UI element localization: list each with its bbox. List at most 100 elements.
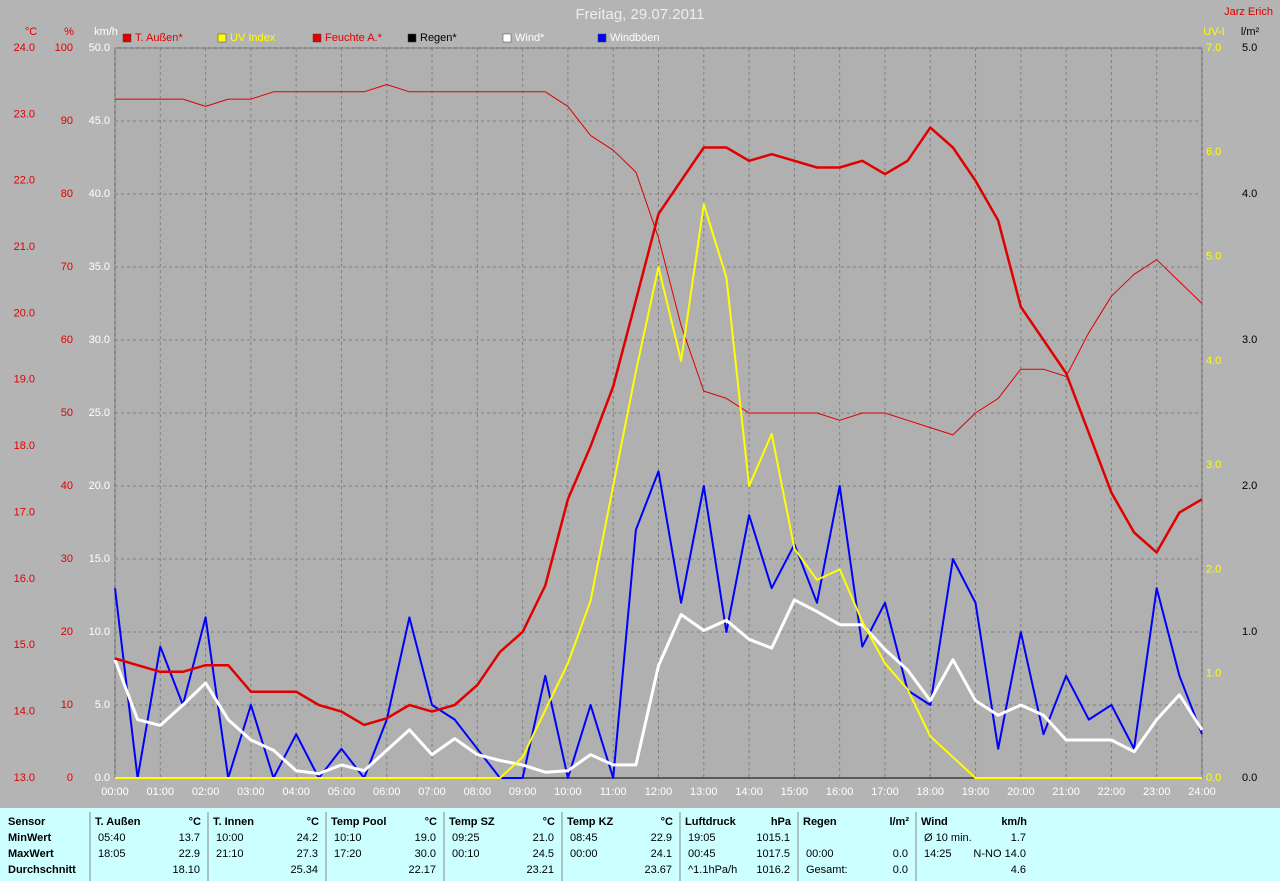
row-label: Sensor (8, 816, 46, 828)
y-tick-label: 18.0 (14, 440, 35, 452)
y-tick-label: 24.0 (14, 42, 35, 54)
row-label: Durchschnitt (8, 864, 76, 876)
cell-value: 1.7 (1011, 832, 1026, 844)
column-header: Temp SZ (449, 816, 495, 828)
y-tick-label: 5.0 (95, 699, 110, 711)
column-header: Temp Pool (331, 816, 386, 828)
column-header: Luftdruck (685, 816, 737, 828)
cell-value: 24.1 (651, 848, 672, 860)
y-tick-label: 15.0 (14, 639, 35, 651)
y-tick-label: 20.0 (14, 307, 35, 319)
x-tick-label: 04:00 (282, 786, 310, 798)
x-tick-label: 22:00 (1098, 786, 1126, 798)
cell-value: 1017.5 (756, 848, 790, 860)
column-unit: hPa (771, 816, 792, 828)
x-tick-label: 20:00 (1007, 786, 1035, 798)
cell-value: 27.3 (297, 848, 318, 860)
cell-time: 18:05 (98, 848, 126, 860)
legend-label: Regen* (420, 32, 457, 44)
y-tick-label: 30.0 (89, 334, 110, 346)
cell-time: 14:25 (924, 848, 952, 860)
cell-time: 10:10 (334, 832, 362, 844)
legend-label: T. Außen* (135, 32, 183, 44)
y-tick-label: 25.0 (89, 407, 110, 419)
x-tick-label: 08:00 (464, 786, 492, 798)
legend-label: Windböen (610, 32, 660, 44)
series-line (114, 470, 1203, 779)
y-tick-label: 80 (61, 188, 73, 200)
cell-value: 25.34 (290, 864, 318, 876)
y-tick-label: 0.0 (1206, 772, 1221, 784)
x-tick-label: 07:00 (418, 786, 446, 798)
y-tick-label: 3.0 (1206, 459, 1221, 471)
column-unit: °C (425, 816, 437, 828)
cell-time: 09:25 (452, 832, 480, 844)
y-tick-label: 0 (67, 772, 73, 784)
legend-label: Feuchte A.* (325, 32, 383, 44)
cell-value: 24.5 (533, 848, 554, 860)
y-tick-label: 13.0 (14, 772, 35, 784)
axis-unit: UV-I (1203, 26, 1224, 38)
cell-time: 05:40 (98, 832, 126, 844)
cell-time: 08:45 (570, 832, 598, 844)
y-tick-label: 35.0 (89, 261, 110, 273)
legend-label: Wind* (515, 32, 545, 44)
x-tick-label: 05:00 (328, 786, 356, 798)
x-tick-label: 00:00 (101, 786, 129, 798)
y-tick-label: 16.0 (14, 573, 35, 585)
column-unit: °C (661, 816, 673, 828)
cell-value: 22.9 (179, 848, 200, 860)
x-tick-label: 17:00 (871, 786, 899, 798)
y-tick-label: 15.0 (89, 553, 110, 565)
x-tick-label: 21:00 (1052, 786, 1080, 798)
chart-title: Freitag, 29.07.2011 (576, 6, 705, 23)
cell-time: 19:05 (688, 832, 716, 844)
y-tick-label: 1.0 (1242, 626, 1257, 638)
x-tick-label: 11:00 (600, 786, 627, 798)
y-tick-label: 2.0 (1206, 563, 1221, 575)
axis-unit: °C (25, 26, 37, 38)
x-tick-label: 10:00 (554, 786, 582, 798)
x-tick-label: 12:00 (645, 786, 673, 798)
cell-value: 22.9 (651, 832, 672, 844)
column-unit: °C (189, 816, 201, 828)
y-tick-label: 2.0 (1242, 480, 1257, 492)
y-tick-label: 90 (61, 115, 73, 127)
cell-time: Gesamt: (806, 864, 848, 876)
cell-value: 4.6 (1011, 864, 1026, 876)
cell-value: 21.0 (533, 832, 554, 844)
y-tick-label: 20.0 (89, 480, 110, 492)
y-tick-label: 50.0 (89, 42, 110, 54)
cell-time: ^1.1hPa/h (688, 864, 737, 876)
series-line (114, 126, 1203, 727)
cell-value: 0.0 (893, 848, 908, 860)
cell-value: 1016.2 (756, 864, 790, 876)
x-tick-label: 06:00 (373, 786, 401, 798)
y-tick-label: 60 (61, 334, 73, 346)
x-tick-label: 09:00 (509, 786, 537, 798)
y-tick-label: 100 (55, 42, 73, 54)
y-tick-label: 0.0 (95, 772, 110, 784)
cell-value: 24.2 (297, 832, 318, 844)
axis-unit: km/h (94, 26, 118, 38)
y-tick-label: 4.0 (1242, 188, 1257, 200)
y-tick-label: 1.0 (1206, 668, 1221, 680)
y-tick-label: 10.0 (89, 626, 110, 638)
series-line (115, 84, 1203, 436)
plot: 00:00 01:00 02:00 03:00 04:00 05:00 06:00 07:00… (14, 26, 1260, 798)
y-tick-label: 14.0 (14, 706, 35, 718)
series-line (113, 598, 1204, 776)
cell-value: 18.10 (172, 864, 200, 876)
y-tick-label: 19.0 (14, 374, 35, 386)
column-unit: km/h (1001, 816, 1027, 828)
x-tick-label: 02:00 (192, 786, 220, 798)
legend-swatch (597, 33, 607, 43)
x-tick-label: 13:00 (690, 786, 718, 798)
x-tick-label: 01:00 (147, 786, 175, 798)
x-tick-label: 24:00 (1188, 786, 1216, 798)
legend-label: UV Index (230, 32, 276, 44)
series-line (115, 203, 1202, 779)
column-header: Wind (921, 816, 948, 828)
x-tick-label: 03:00 (237, 786, 265, 798)
